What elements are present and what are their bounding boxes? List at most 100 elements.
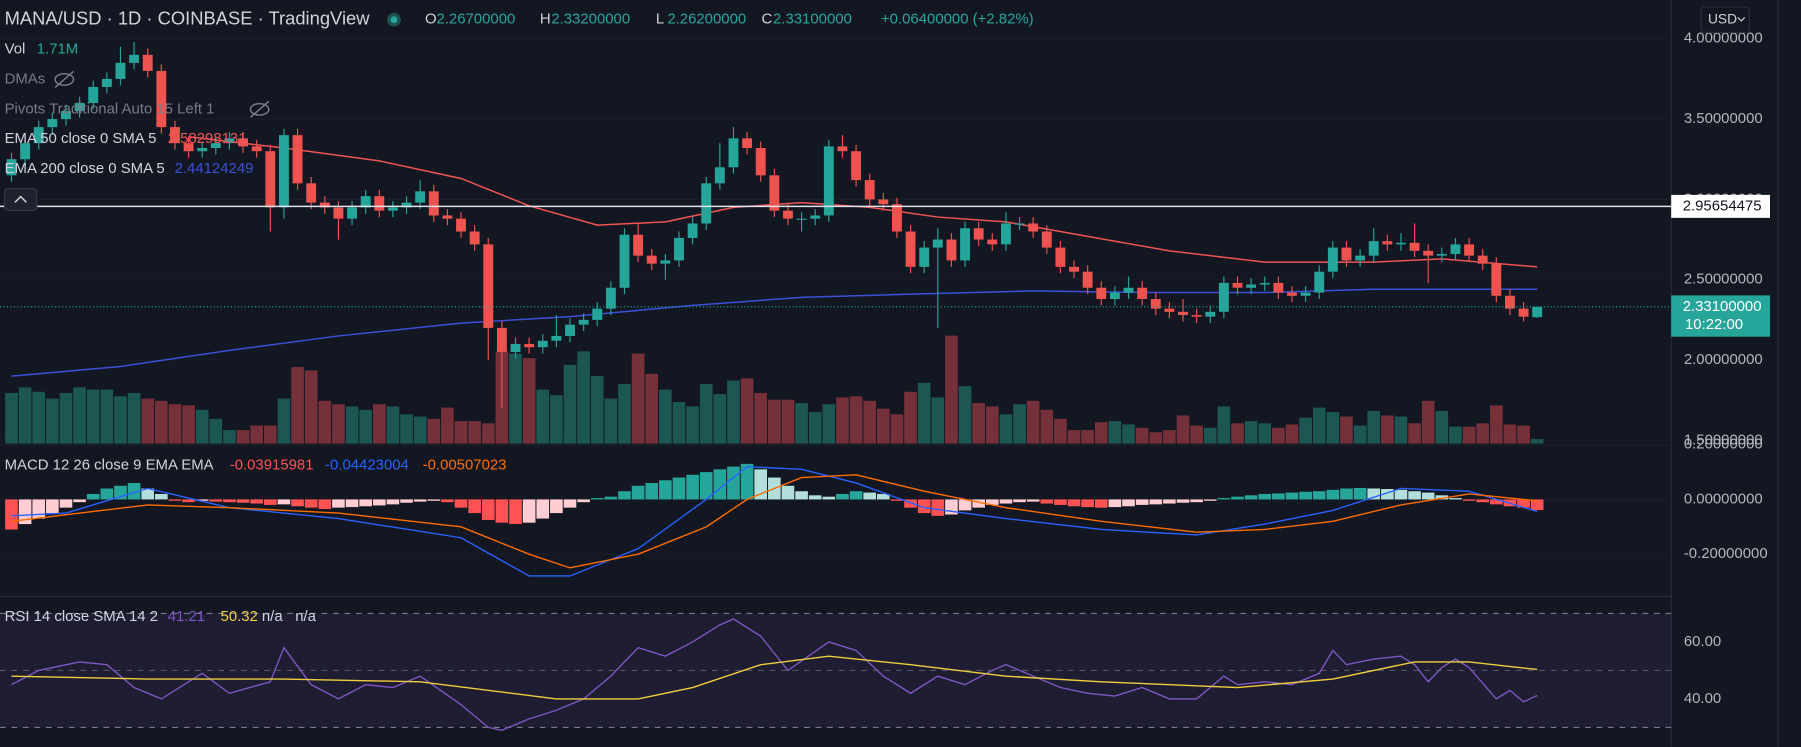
candle-body xyxy=(1341,247,1352,261)
volume-bar xyxy=(46,398,59,444)
rsi-extra: n/a xyxy=(295,608,316,625)
candle-body xyxy=(551,335,562,341)
indicator-line xyxy=(11,288,1538,377)
volume-bar xyxy=(32,391,46,444)
histogram-bar xyxy=(577,499,590,503)
ohlc-value: 2.33100000 xyxy=(773,11,852,28)
candle-body xyxy=(415,191,426,203)
ema-value: 2.44124249 xyxy=(175,160,254,177)
volume-bar xyxy=(1381,415,1394,444)
candle-body xyxy=(306,183,317,203)
candle-body xyxy=(183,143,194,152)
histogram-bar xyxy=(931,499,945,516)
volume-bar xyxy=(400,414,413,444)
volume-bar xyxy=(1203,427,1217,444)
candle-body xyxy=(1477,255,1488,264)
volume-bar xyxy=(1217,406,1231,444)
histogram-bar xyxy=(631,485,645,500)
histogram-bar xyxy=(917,499,931,514)
candle-body xyxy=(810,215,821,219)
candle-body xyxy=(1123,287,1134,293)
volume-bar xyxy=(263,425,277,444)
histogram-bar xyxy=(590,498,604,500)
indicator-line xyxy=(11,618,1538,731)
candle-body xyxy=(170,127,180,144)
macd-name: MACD 12 26 close 9 EMA EMA xyxy=(5,456,214,473)
volume-bar xyxy=(1421,400,1435,444)
candle-body xyxy=(823,146,834,216)
study-name: Pivots Traditional Auto 15 Left 1 xyxy=(5,100,215,117)
histogram-bar xyxy=(372,499,386,506)
collapse-button[interactable] xyxy=(4,188,38,211)
histogram-bar xyxy=(985,499,999,505)
histogram-bar xyxy=(1217,498,1231,500)
volume-bar xyxy=(754,392,768,444)
histogram-bar xyxy=(46,499,59,514)
volume-bar xyxy=(781,399,795,444)
candle-body xyxy=(960,228,970,261)
eye-icon[interactable] xyxy=(54,72,75,86)
volume-bar xyxy=(795,403,808,444)
volume-bar xyxy=(509,353,522,444)
currency-button[interactable] xyxy=(1700,6,1750,33)
candle-body xyxy=(837,146,848,152)
dropdown-icon xyxy=(1737,17,1746,22)
volume-bar xyxy=(1108,421,1122,444)
candle-body xyxy=(769,175,780,211)
volume-bar xyxy=(1312,407,1326,444)
histogram-bar xyxy=(699,472,713,500)
histogram-bar xyxy=(795,491,808,500)
candle-body xyxy=(905,231,916,267)
candle-body xyxy=(687,223,698,238)
volume-bar xyxy=(1517,425,1530,444)
volume-bar xyxy=(277,398,291,444)
symbol-title: MANA/USD · 1D · COINBASE · TradingView xyxy=(5,8,371,29)
candle-body xyxy=(1232,282,1243,288)
histogram-bar xyxy=(1054,499,1067,505)
market-status-dot xyxy=(390,16,398,24)
eye-icon[interactable] xyxy=(249,102,270,116)
candle-body xyxy=(1014,223,1025,225)
histogram-bar xyxy=(618,491,631,500)
histogram-bar xyxy=(1272,493,1285,500)
volume-bar xyxy=(1026,400,1040,444)
volume-bar xyxy=(359,409,372,444)
histogram-bar xyxy=(359,499,372,507)
histogram-bar xyxy=(1462,499,1476,501)
candle-body xyxy=(1355,255,1366,261)
histogram-bar xyxy=(1203,499,1217,501)
histogram-bar xyxy=(563,499,577,508)
y-tick-label: 1.50000000 xyxy=(1684,431,1763,448)
candle-body xyxy=(1532,306,1543,318)
histogram-bar xyxy=(1108,499,1122,508)
candle-body xyxy=(1505,295,1515,309)
price-change: +0.06400000 (+2.82%) xyxy=(881,11,1034,28)
candle-body xyxy=(1396,242,1406,245)
candle-body xyxy=(1069,266,1079,272)
histogram-bar xyxy=(672,477,686,500)
ohlc-value: 2.26700000 xyxy=(436,11,515,28)
volume-bar xyxy=(999,414,1013,444)
y-tick-label: 2.00000000 xyxy=(1684,351,1763,368)
volume-bar xyxy=(590,376,604,444)
hline-label-box xyxy=(1671,194,1770,218)
candle-body xyxy=(74,103,85,112)
candle-body xyxy=(510,343,521,353)
histogram-bar xyxy=(1026,499,1040,502)
histogram-bar xyxy=(100,488,114,500)
volume-bar xyxy=(114,396,127,444)
candle-body xyxy=(619,234,630,288)
histogram-bar xyxy=(18,499,32,525)
candle-body xyxy=(101,78,112,87)
y-tick-label: 40.00 xyxy=(1684,690,1721,707)
candle-body xyxy=(496,327,507,353)
y-tick-label: 0.20000000 xyxy=(1684,436,1763,453)
candle-body xyxy=(483,244,494,328)
rsi-name: RSI 14 close SMA 14 2 xyxy=(5,608,158,625)
candle-body xyxy=(1218,282,1229,312)
volume-bar xyxy=(604,398,618,444)
histogram-bar xyxy=(836,493,849,500)
currency-label[interactable]: USD xyxy=(1708,11,1737,26)
candle-body xyxy=(878,199,889,205)
candle-body xyxy=(701,183,712,224)
